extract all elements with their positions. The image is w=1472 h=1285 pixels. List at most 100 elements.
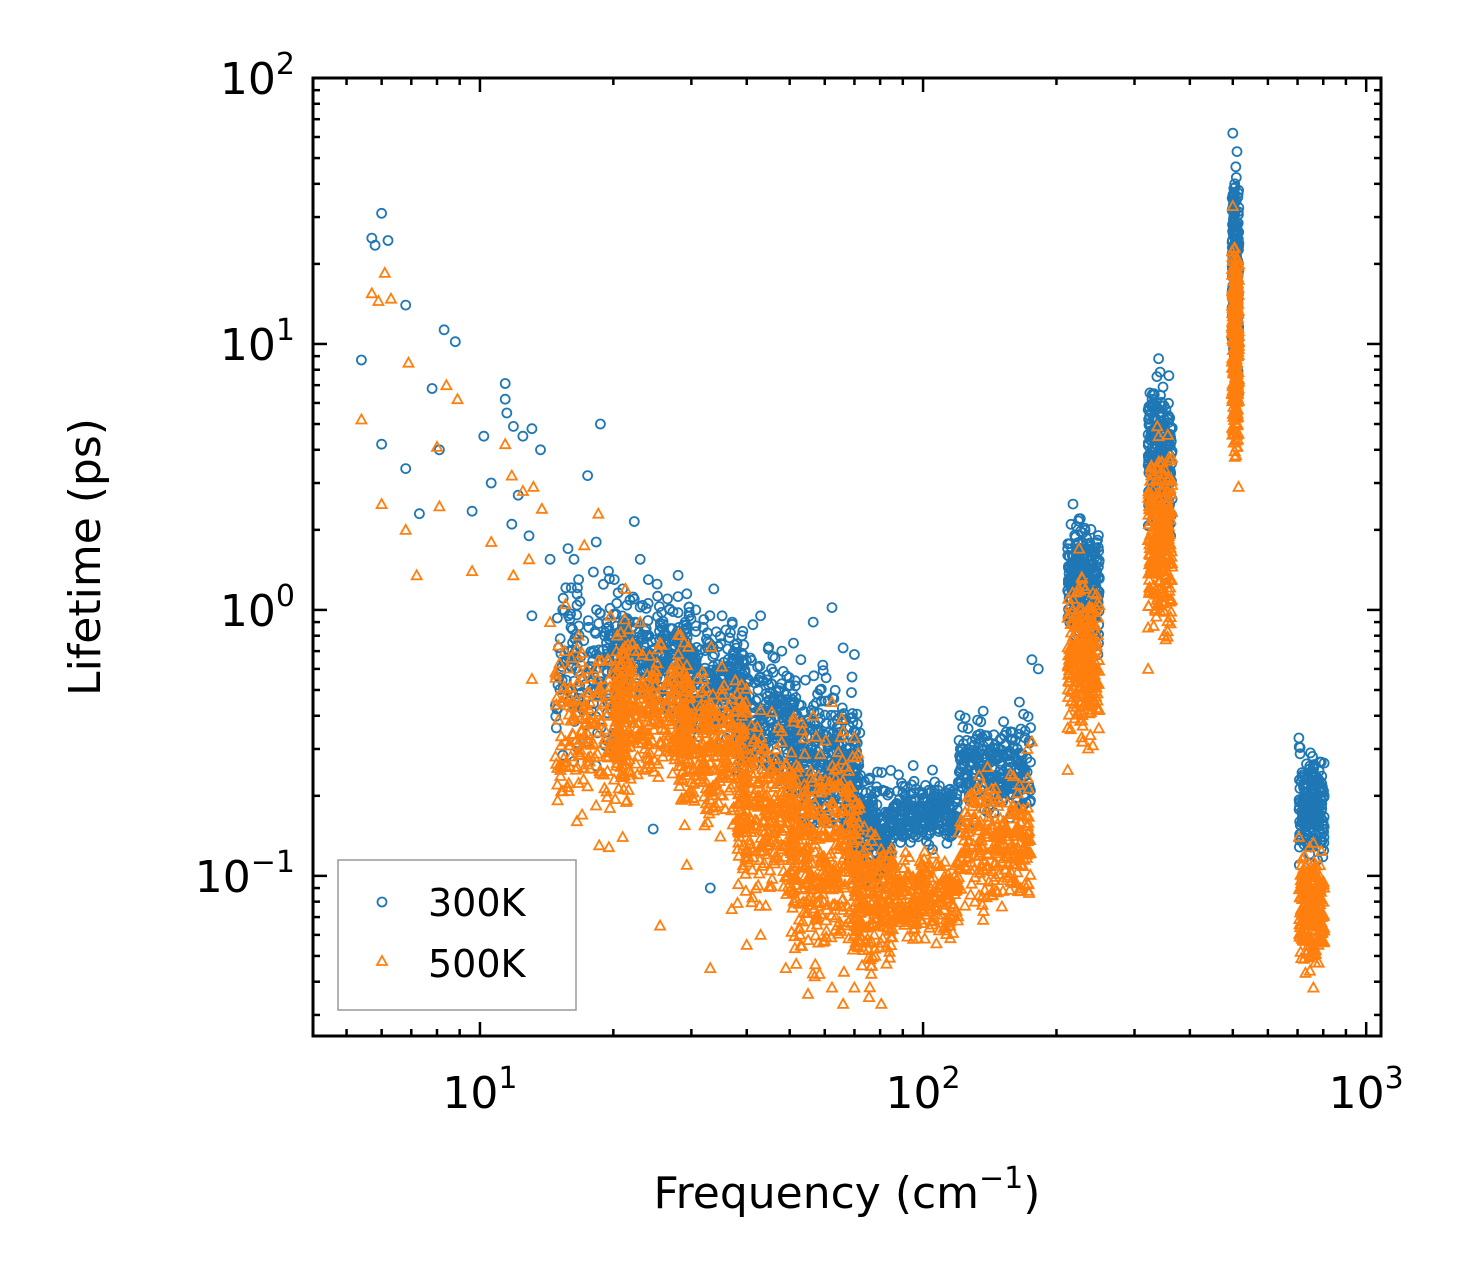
point-300K	[731, 638, 743, 649]
point-300K	[1019, 725, 1031, 737]
point-300K	[690, 659, 701, 671]
point-300K	[1230, 172, 1242, 183]
plot-area	[354, 127, 1331, 1009]
point-300K	[895, 837, 906, 848]
point-300K	[994, 771, 1006, 783]
point-300K	[847, 712, 858, 723]
point-300K	[808, 670, 820, 682]
point-300K	[499, 378, 511, 389]
point-300K	[640, 603, 652, 614]
point-300K	[562, 543, 574, 554]
point-300K	[974, 728, 986, 740]
point-300K	[957, 770, 969, 782]
point-300K	[736, 668, 748, 679]
point-300K	[695, 644, 707, 655]
point-300K	[976, 743, 987, 755]
point-300K	[962, 723, 974, 734]
point-300K	[598, 578, 609, 590]
point-300K	[563, 610, 574, 622]
point-500K	[589, 798, 603, 811]
point-300K	[611, 597, 623, 609]
point-300K	[755, 610, 766, 622]
point-300K	[565, 621, 577, 633]
point-300K	[699, 662, 711, 674]
point-300K	[817, 659, 829, 671]
point-300K	[931, 801, 943, 812]
point-300K	[604, 573, 615, 585]
point-300K	[736, 647, 748, 659]
point-300K	[788, 739, 800, 751]
point-300K	[708, 583, 720, 595]
point-300K	[704, 882, 716, 894]
point-300K	[723, 669, 735, 681]
point-300K	[1005, 748, 1017, 760]
point-300K	[800, 674, 811, 686]
point-300K	[590, 536, 602, 548]
point-300K	[1022, 711, 1034, 722]
point-300K	[909, 805, 920, 816]
point-300K	[893, 769, 904, 781]
point-500K	[730, 896, 745, 908]
point-300K	[876, 767, 888, 778]
point-300K	[438, 324, 450, 336]
point-300K	[895, 810, 907, 822]
point-300K	[846, 671, 858, 683]
point-300K	[762, 643, 774, 655]
point-300K	[578, 635, 590, 647]
point-300K	[590, 628, 602, 639]
point-300K	[678, 619, 689, 631]
point-300K	[466, 505, 478, 517]
point-300K	[628, 593, 640, 605]
point-300K	[825, 709, 837, 721]
point-300K	[1005, 726, 1016, 738]
point-300K	[727, 653, 739, 665]
point-500K	[592, 838, 606, 851]
point-300K	[949, 796, 961, 808]
point-500K	[731, 877, 745, 890]
point-300K	[871, 781, 882, 793]
point-300K	[867, 796, 878, 808]
point-300K	[523, 530, 535, 542]
point-300K	[994, 733, 1006, 745]
point-300K	[647, 823, 659, 835]
point-300K	[940, 808, 951, 820]
point-300K	[662, 593, 673, 605]
point-300K	[747, 715, 759, 727]
point-300K	[867, 800, 879, 812]
point-300K	[793, 699, 805, 711]
point-300K	[788, 637, 799, 649]
point-300K	[702, 627, 713, 639]
point-300K	[907, 760, 919, 771]
point-300K	[588, 566, 599, 578]
point-300K	[485, 477, 497, 489]
point-300K	[836, 709, 848, 721]
point-300K	[826, 602, 838, 613]
point-300K	[1018, 766, 1030, 778]
point-300K	[963, 776, 974, 788]
point-300K	[478, 430, 490, 442]
point-300K	[376, 207, 388, 219]
point-500K	[603, 801, 617, 813]
point-300K	[844, 721, 856, 733]
point-300K	[685, 643, 697, 654]
point-300K	[943, 784, 955, 796]
point-300K	[931, 795, 942, 807]
point-300K	[932, 784, 944, 796]
point-300K	[672, 591, 684, 602]
point-300K	[747, 619, 759, 631]
point-300K	[654, 601, 665, 612]
point-300K	[815, 695, 827, 707]
point-300K	[664, 635, 675, 647]
point-300K	[1157, 381, 1169, 393]
point-300K	[621, 599, 633, 611]
point-300K	[595, 418, 606, 430]
point-300K	[955, 763, 967, 775]
point-300K	[1032, 663, 1044, 675]
point-300K	[526, 423, 538, 435]
point-300K	[1026, 654, 1038, 666]
point-500K	[759, 898, 773, 911]
point-300K	[822, 741, 834, 753]
point-300K	[501, 407, 513, 419]
point-300K	[582, 615, 594, 626]
